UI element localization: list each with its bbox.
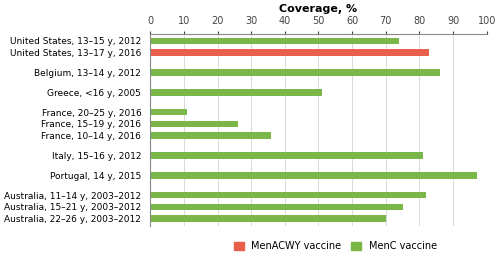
Bar	[150, 49, 430, 56]
Bar	[150, 89, 322, 96]
Bar	[150, 215, 386, 222]
Bar	[150, 38, 399, 44]
Legend: MenACWY vaccine, MenC vaccine: MenACWY vaccine, MenC vaccine	[230, 237, 440, 255]
Bar	[150, 192, 426, 198]
X-axis label: Coverage, %: Coverage, %	[280, 4, 357, 14]
Bar	[150, 109, 188, 115]
Bar	[150, 69, 440, 76]
Bar	[150, 204, 402, 210]
Bar	[150, 121, 238, 127]
Bar	[150, 172, 476, 179]
Bar	[150, 152, 422, 159]
Bar	[150, 132, 272, 139]
